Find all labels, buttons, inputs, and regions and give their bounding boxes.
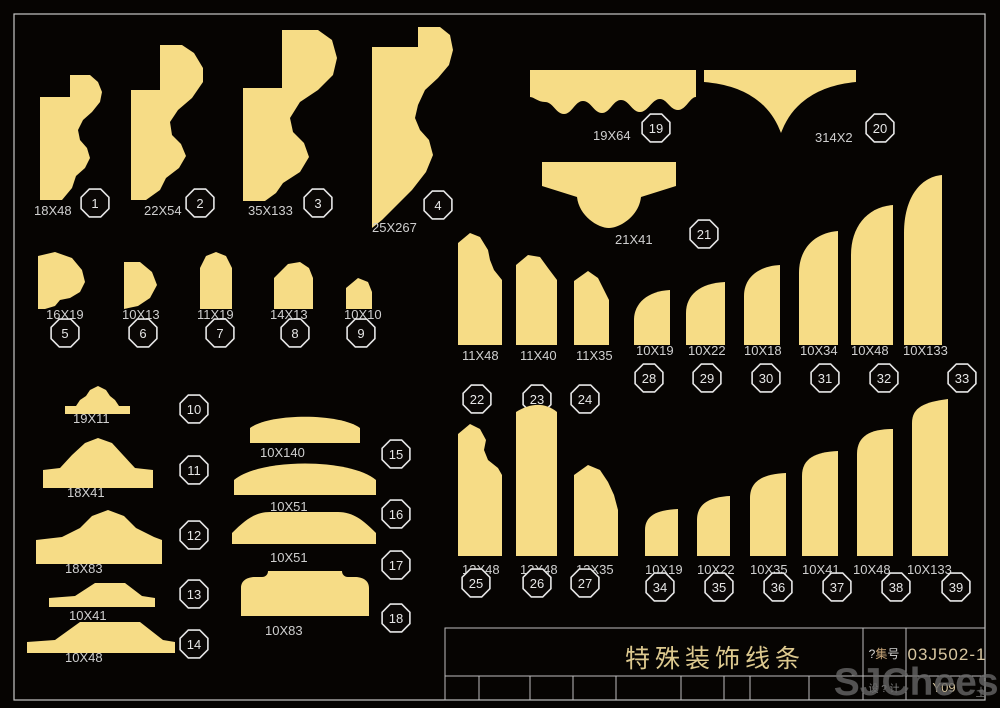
svg-text:35: 35 [712,580,726,595]
svg-text:25: 25 [469,576,483,591]
svg-text:10X48: 10X48 [65,650,103,665]
svg-text:36: 36 [771,580,785,595]
svg-text:39: 39 [949,580,963,595]
svg-text:11X48: 11X48 [462,348,499,363]
svg-text:8: 8 [291,326,298,341]
svg-text:特殊装饰线条: 特殊装饰线条 [625,645,805,673]
svg-text:35X133: 35X133 [248,203,293,218]
svg-text:SJCheese: SJCheese [834,661,1000,704]
svg-text:11X35: 11X35 [576,348,613,363]
svg-text:15: 15 [389,447,403,462]
svg-text:10X140: 10X140 [260,445,305,460]
svg-text:?集号: ?集号 [869,646,900,661]
svg-text:5: 5 [61,326,68,341]
svg-text:10X133: 10X133 [903,343,948,358]
svg-text:7: 7 [216,326,223,341]
svg-text:3: 3 [314,196,321,211]
svg-text:17: 17 [389,558,403,573]
svg-text:10X48: 10X48 [853,562,891,577]
svg-text:19: 19 [649,121,663,136]
svg-text:21X41: 21X41 [615,232,653,247]
svg-text:10X18: 10X18 [744,343,782,358]
svg-text:6: 6 [139,326,146,341]
svg-text:10X48: 10X48 [851,343,889,358]
svg-text:13: 13 [187,587,201,602]
svg-text:25X267: 25X267 [372,220,417,235]
svg-text:38: 38 [889,580,903,595]
svg-text:28: 28 [642,371,656,386]
svg-text:18X41: 18X41 [67,485,105,500]
svg-text:34: 34 [653,580,667,595]
svg-text:29: 29 [700,371,714,386]
svg-text:27: 27 [578,576,592,591]
svg-text:10X41: 10X41 [69,608,107,623]
svg-text:10X22: 10X22 [688,343,726,358]
svg-text:30: 30 [759,371,773,386]
svg-text:10X19: 10X19 [636,343,674,358]
svg-text:10X51: 10X51 [270,550,308,565]
svg-text:26: 26 [530,576,544,591]
svg-text:11: 11 [187,463,201,478]
svg-text:22: 22 [470,392,484,407]
svg-text:10: 10 [187,402,201,417]
svg-text:18X48: 18X48 [34,203,72,218]
svg-text:18X83: 18X83 [65,561,103,576]
svg-text:10X34: 10X34 [800,343,838,358]
svg-text:11X40: 11X40 [520,348,557,363]
svg-text:19X11: 19X11 [73,411,110,426]
svg-text:10X133: 10X133 [907,562,952,577]
svg-text:9: 9 [357,326,364,341]
svg-text:21: 21 [697,227,711,242]
svg-text:16: 16 [389,507,403,522]
svg-text:14: 14 [187,637,201,652]
svg-text:10X51: 10X51 [270,499,308,514]
svg-text:20: 20 [873,121,887,136]
svg-text:19X64: 19X64 [593,128,631,143]
svg-text:37: 37 [830,580,844,595]
svg-text:1: 1 [91,196,98,211]
svg-text:32: 32 [877,371,891,386]
svg-text:23: 23 [530,392,544,407]
svg-text:33: 33 [955,371,969,386]
svg-text:22X54: 22X54 [144,203,182,218]
svg-text:31: 31 [818,371,832,386]
svg-text:2: 2 [196,196,203,211]
svg-text:4: 4 [434,198,441,213]
svg-text:18: 18 [389,611,403,626]
svg-text:314X2: 314X2 [815,130,853,145]
svg-text:10X83: 10X83 [265,623,303,638]
svg-text:12: 12 [187,528,201,543]
svg-text:24: 24 [578,392,592,407]
